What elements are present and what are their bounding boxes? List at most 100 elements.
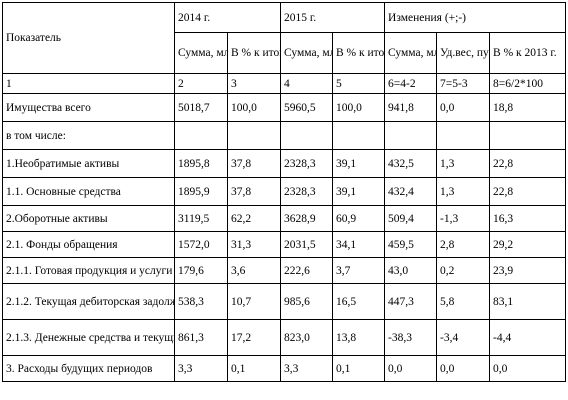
table-cell: 3,3	[281, 356, 333, 382]
table-cell	[175, 122, 228, 150]
table-cell: 10,7	[228, 284, 281, 320]
table-cell: 23,9	[490, 258, 566, 284]
table-cell: 60,9	[333, 206, 385, 232]
header-year-2014: 2014 г.	[175, 3, 281, 33]
table-cell: 37,8	[228, 178, 281, 206]
table-cell: -38,3	[385, 320, 437, 356]
table-cell: 39,1	[333, 150, 385, 178]
header-row-1: Показатель 2014 г. 2015 г. Изменения (+;…	[3, 3, 566, 33]
header-pct-vs-2013: В % к 2013 г.	[490, 33, 566, 74]
column-number: 3	[228, 74, 281, 94]
table-cell: 31,3	[228, 232, 281, 258]
table-cell: 100,0	[333, 94, 385, 122]
column-number: 1	[3, 74, 175, 94]
table-row: 1.Необратимые активы 1895,8 37,8 2328,3 …	[3, 150, 566, 178]
row-label: 2.1. Фонды обращения	[3, 232, 175, 258]
table-cell: -4,4	[490, 320, 566, 356]
row-label: 3. Расходы будущих периодов	[3, 356, 175, 382]
table-cell: 62,2	[228, 206, 281, 232]
table-cell: 13,8	[333, 320, 385, 356]
table-row: Имущества всего 5018,7 100,0 5960,5 100,…	[3, 94, 566, 122]
table-cell: 1895,9	[175, 178, 228, 206]
table-cell: 447,3	[385, 284, 437, 320]
table-row: 1.1. Основные средства 1895,9 37,8 2328,…	[3, 178, 566, 206]
table-row: 2.1.2. Текущая дебиторская задолженность…	[3, 284, 566, 320]
row-label: 2.1.2. Текущая дебиторская задолженность	[3, 284, 175, 320]
row-label: 1.1. Основные средства	[3, 178, 175, 206]
table-cell: 43,0	[385, 258, 437, 284]
table-row: 2.1. Фонды обращения 1572,0 31,3 2031,5 …	[3, 232, 566, 258]
header-indicator: Показатель	[3, 3, 175, 74]
table-cell: 3,7	[333, 258, 385, 284]
table-cell	[228, 122, 281, 150]
financial-table: Показатель 2014 г. 2015 г. Изменения (+;…	[2, 2, 566, 382]
table-cell: 5018,7	[175, 94, 228, 122]
table-cell: 100,0	[228, 94, 281, 122]
table-cell: 22,8	[490, 178, 566, 206]
table-cell: 16,5	[333, 284, 385, 320]
table-cell: 432,4	[385, 178, 437, 206]
header-sum-2014: Сумма, млн.руб.	[175, 33, 228, 74]
table-cell: -1,3	[437, 206, 490, 232]
table-row: 2.1.1. Готовая продукция и услуги 179,6 …	[3, 258, 566, 284]
header-sum-change: Сумма, млн.руб.	[385, 33, 437, 74]
table-cell: 538,3	[175, 284, 228, 320]
row-label: 2.Оборотные активы	[3, 206, 175, 232]
table-cell: 3119,5	[175, 206, 228, 232]
table-cell: 3,3	[175, 356, 228, 382]
column-number: 2	[175, 74, 228, 94]
row-label: в том числе:	[3, 122, 175, 150]
table-cell: -3,4	[437, 320, 490, 356]
table-cell: 0,0	[490, 356, 566, 382]
header-year-2015: 2015 г.	[281, 3, 385, 33]
table-cell: 2328,3	[281, 178, 333, 206]
table-cell: 1895,8	[175, 150, 228, 178]
table-cell: 83,1	[490, 284, 566, 320]
table-cell	[437, 122, 490, 150]
header-share-change: Уд.вес, пунктов	[437, 33, 490, 74]
table-cell	[281, 122, 333, 150]
table-cell: 459,5	[385, 232, 437, 258]
table-cell: 29,2	[490, 232, 566, 258]
table-row: 2.Оборотные активы 3119,5 62,2 3628,9 60…	[3, 206, 566, 232]
table-cell: 17,2	[228, 320, 281, 356]
row-label: 2.1.3. Денежные средства и текущие финан…	[3, 320, 175, 356]
table-cell	[385, 122, 437, 150]
table-cell: 34,1	[333, 232, 385, 258]
table-cell: 0,1	[228, 356, 281, 382]
column-numbering-row: 1 2 3 4 5 6=4-2 7=5-3 8=6/2*100	[3, 74, 566, 94]
column-number: 6=4-2	[385, 74, 437, 94]
table-cell: 941,8	[385, 94, 437, 122]
table-cell: 5,8	[437, 284, 490, 320]
table-cell: 5960,5	[281, 94, 333, 122]
table-cell: 2,8	[437, 232, 490, 258]
table-row: в том числе:	[3, 122, 566, 150]
column-number: 7=5-3	[437, 74, 490, 94]
header-changes: Изменения (+;-)	[385, 3, 566, 33]
table-cell: 39,1	[333, 178, 385, 206]
table-cell: 0,2	[437, 258, 490, 284]
table-cell	[490, 122, 566, 150]
column-number: 5	[333, 74, 385, 94]
header-pct-2015: В % к итогу	[333, 33, 385, 74]
header-pct-2014: В % к итогу	[228, 33, 281, 74]
table-cell: 18,8	[490, 94, 566, 122]
header-sum-2015: Сумма, млн.руб.	[281, 33, 333, 74]
table-cell: 3628,9	[281, 206, 333, 232]
table-row: 2.1.3. Денежные средства и текущие финан…	[3, 320, 566, 356]
row-label: Имущества всего	[3, 94, 175, 122]
row-label: 1.Необратимые активы	[3, 150, 175, 178]
row-label: 2.1.1. Готовая продукция и услуги	[3, 258, 175, 284]
table-cell: 37,8	[228, 150, 281, 178]
table-cell: 2031,5	[281, 232, 333, 258]
table-cell: 179,6	[175, 258, 228, 284]
table-cell: 0,1	[333, 356, 385, 382]
table-cell: 1572,0	[175, 232, 228, 258]
column-number: 8=6/2*100	[490, 74, 566, 94]
table-cell: 16,3	[490, 206, 566, 232]
table-row: 3. Расходы будущих периодов 3,3 0,1 3,3 …	[3, 356, 566, 382]
table-cell: 0,0	[437, 94, 490, 122]
table-cell: 2328,3	[281, 150, 333, 178]
table-cell: 985,6	[281, 284, 333, 320]
table-cell: 432,5	[385, 150, 437, 178]
